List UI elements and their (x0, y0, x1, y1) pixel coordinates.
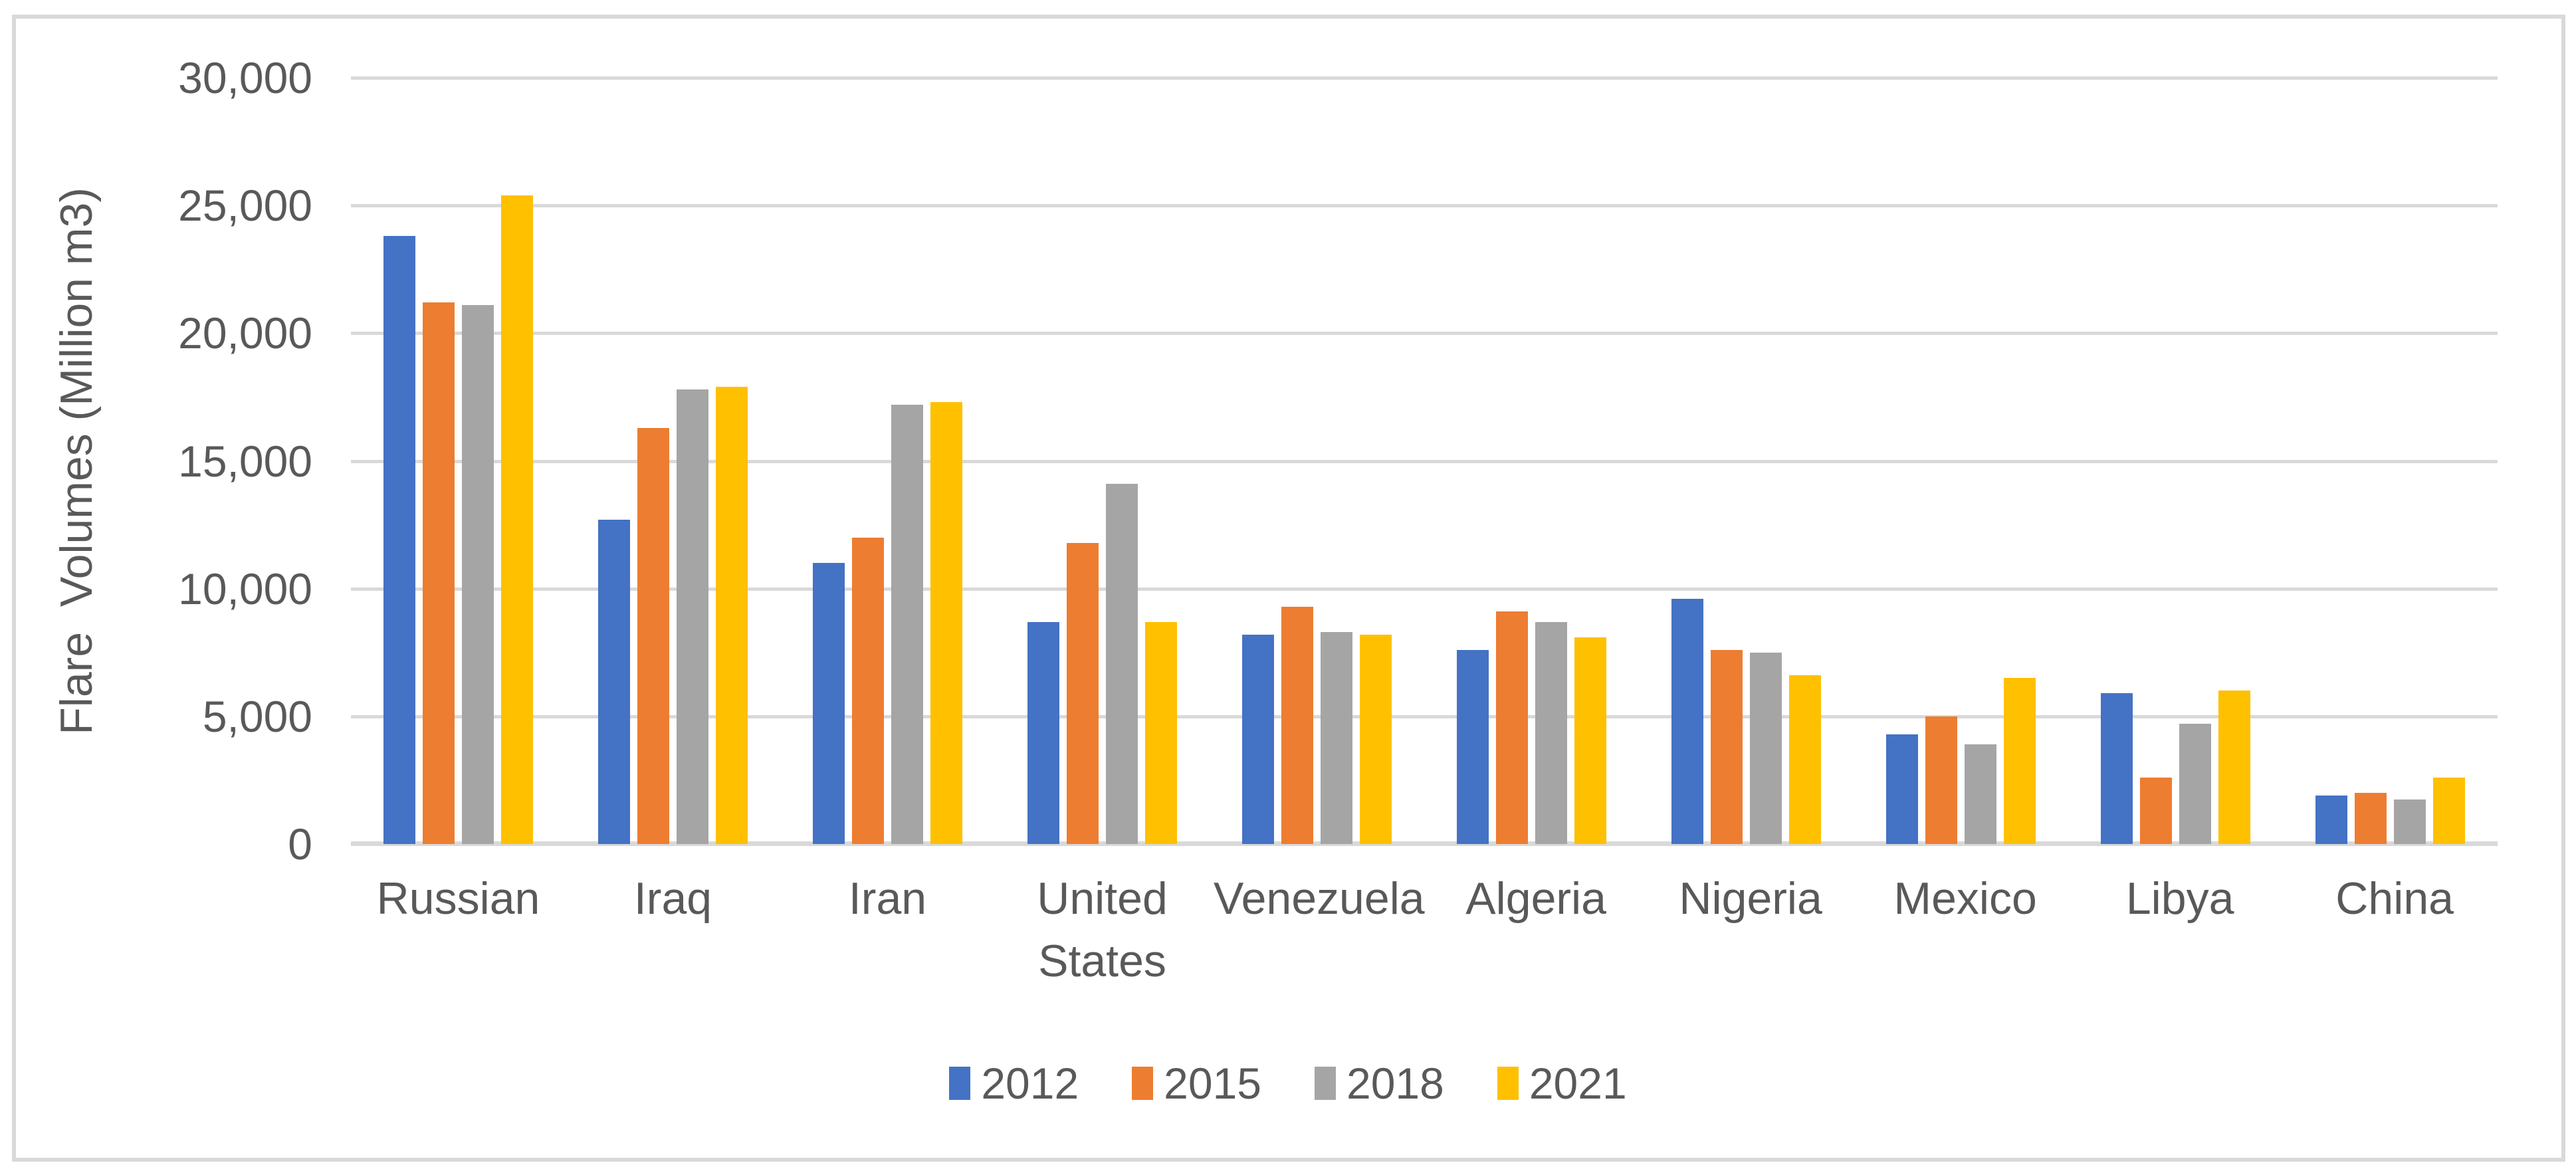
bar-2018-china (2394, 799, 2426, 844)
bar-2021-russian (501, 195, 533, 844)
legend-item-2012: 2012 (949, 1058, 1079, 1109)
bar-2015-united-states (1067, 542, 1099, 844)
legend: 2012 2015 2018 2021 (0, 1058, 2576, 1109)
gridline (351, 714, 2498, 718)
bar-group-iran (780, 78, 995, 844)
bar-group-venezuela (1210, 78, 1424, 844)
bar-group-china (2283, 78, 2498, 844)
x-axis-label-united-states: United States (1037, 873, 1168, 986)
bar-group-mexico (1854, 78, 2068, 844)
bar-2021-algeria (1574, 637, 1606, 844)
bar-group-nigeria (1639, 78, 1854, 844)
x-axis-label-mexico: Mexico (1893, 873, 2037, 924)
x-axis-label-libya: Libya (2125, 873, 2234, 924)
x-axis-label-iran: Iran (848, 873, 927, 924)
x-axis-label-iraq: Iraq (633, 873, 712, 924)
x-axis-label-russian: Russian (376, 873, 540, 924)
bar-2012-russian (383, 236, 415, 844)
bar-groups (351, 78, 2498, 844)
bar-2012-china (2315, 795, 2347, 844)
legend-label-2012: 2012 (981, 1059, 1079, 1108)
legend-swatch-2015 (1132, 1067, 1154, 1100)
bar-group-algeria (1424, 78, 1639, 844)
legend-label-2015: 2015 (1164, 1059, 1261, 1108)
bar-2018-venezuela (1321, 632, 1352, 844)
bar-2018-iran (891, 404, 923, 844)
gridline (351, 332, 2498, 336)
x-axis-line (351, 841, 2498, 846)
bar-2018-iraq (677, 389, 708, 844)
legend-swatch-2012 (949, 1067, 971, 1100)
bar-group-iraq (566, 78, 780, 844)
bar-2012-venezuela (1242, 634, 1274, 844)
gridline (351, 204, 2498, 208)
y-axis-tick-label: 5,000 (202, 691, 312, 741)
y-axis-tick-label: 20,000 (178, 308, 312, 358)
bar-2012-mexico (1886, 734, 1918, 844)
bar-group-united-states (995, 78, 1210, 844)
bar-2015-china (2355, 793, 2387, 844)
bar-2018-algeria (1535, 621, 1567, 844)
x-axis-category-labels: Russian Iraq Iran United States Venezuela Alg… (351, 868, 2498, 993)
bar-2021-mexico (2004, 678, 2036, 844)
y-axis-tick-label: 25,000 (178, 181, 312, 231)
y-axis-tick-label: 15,000 (178, 436, 312, 486)
bar-2021-united-states (1145, 621, 1177, 844)
legend-item-2015: 2015 (1132, 1058, 1261, 1109)
bar-2015-iraq (637, 427, 669, 844)
legend-swatch-2021 (1497, 1067, 1519, 1100)
bar-2021-china (2433, 778, 2465, 844)
bar-2015-venezuela (1281, 606, 1313, 844)
bar-2021-iran (930, 402, 962, 844)
y-axis-tick-label: 0 (288, 819, 312, 869)
legend-label-2021: 2021 (1529, 1059, 1627, 1108)
legend-label-2018: 2018 (1346, 1059, 1444, 1108)
bar-group-russian (351, 78, 566, 844)
bar-2021-venezuela (1360, 634, 1392, 844)
bar-2021-nigeria (1789, 675, 1821, 844)
x-axis-label-nigeria: Nigeria (1679, 873, 1822, 924)
legend-swatch-2018 (1315, 1067, 1336, 1100)
gridline (351, 76, 2498, 80)
bar-2021-libya (2218, 691, 2250, 844)
bar-2012-nigeria (1671, 599, 1703, 844)
bar-2018-nigeria (1750, 652, 1782, 844)
bar-2012-iran (813, 563, 845, 844)
bar-2012-iraq (598, 519, 630, 844)
bar-2015-algeria (1496, 611, 1528, 844)
chart-border (12, 15, 2565, 1162)
bar-2015-iran (852, 537, 884, 844)
x-axis-label-china: China (2335, 873, 2454, 924)
bar-group-libya (2068, 78, 2283, 844)
bar-2012-libya (2101, 693, 2133, 844)
x-axis-label-algeria: Algeria (1465, 873, 1606, 924)
bar-2018-united-states (1106, 484, 1138, 844)
bar-2015-libya (2140, 778, 2172, 844)
bar-2015-russian (423, 302, 455, 844)
y-axis-tick-label: 10,000 (178, 564, 312, 613)
plot-area (351, 76, 2498, 846)
bar-2015-mexico (1925, 716, 1957, 844)
bar-2018-libya (2179, 724, 2211, 844)
y-axis-tick-label: 30,000 (178, 53, 312, 102)
gridline (351, 459, 2498, 463)
bar-2012-united-states (1027, 621, 1059, 844)
x-axis-label-venezuela: Venezuela (1214, 873, 1425, 924)
bar-2012-algeria (1457, 649, 1489, 844)
bar-2021-iraq (716, 387, 748, 844)
bar-2018-russian (462, 305, 494, 844)
bar-2015-nigeria (1711, 649, 1743, 844)
y-axis-tick-labels: 0 5,000 10,000 15,000 20,000 25,000 30,000 (0, 53, 312, 869)
legend-item-2018: 2018 (1315, 1058, 1444, 1109)
bar-2018-mexico (1965, 744, 1996, 844)
legend-item-2021: 2021 (1497, 1058, 1627, 1109)
gridline (351, 587, 2498, 591)
